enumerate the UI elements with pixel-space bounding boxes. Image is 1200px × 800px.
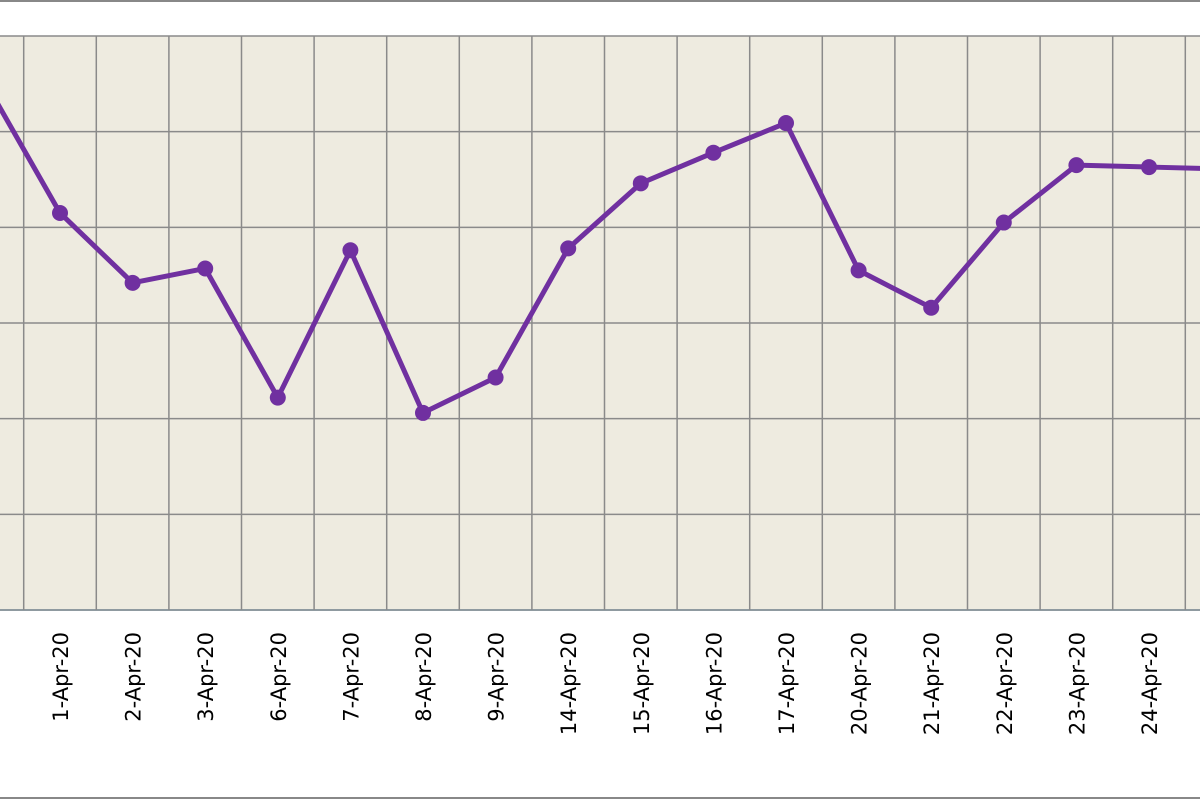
data-point: [52, 204, 68, 221]
data-point: [487, 369, 504, 386]
data-point: [632, 175, 649, 192]
data-point: [342, 242, 359, 259]
x-tick-label: 14-Apr-20: [557, 632, 581, 735]
x-tick-label: 3-Apr-20: [194, 632, 218, 722]
data-point: [415, 404, 431, 421]
x-tick-label: 23-Apr-20: [1065, 632, 1089, 735]
x-tick-label: 16-Apr-20: [702, 632, 726, 735]
data-point: [269, 389, 286, 406]
x-tick-label: 20-Apr-20: [848, 632, 872, 735]
series-line: [0, 102, 1200, 416]
x-tick-label: 2-Apr-20: [122, 632, 146, 722]
data-point: [197, 260, 214, 277]
x-tick-label: 9-Apr-20: [485, 632, 509, 722]
x-tick-label: 24-Apr-20: [1138, 632, 1162, 735]
data-point: [1068, 157, 1085, 174]
x-tick-label: 7-Apr-20: [339, 632, 363, 722]
data-point: [995, 214, 1012, 231]
data-point: [124, 274, 141, 291]
x-tick-label: 17-Apr-20: [775, 632, 799, 735]
data-point: [850, 262, 867, 279]
data-point: [778, 115, 794, 132]
x-tick-label: 22-Apr-20: [993, 632, 1017, 735]
x-tick-label: 6-Apr-20: [267, 632, 291, 722]
x-tick-label: 15-Apr-20: [630, 632, 654, 735]
x-tick-label: 21-Apr-20: [920, 632, 944, 735]
x-tick-label: 8-Apr-20: [412, 632, 436, 722]
data-point: [705, 144, 722, 161]
data-point: [923, 299, 940, 316]
data-point: [1141, 159, 1157, 176]
x-tick-label: 1-Apr-20: [49, 632, 73, 722]
data-point: [560, 240, 577, 257]
